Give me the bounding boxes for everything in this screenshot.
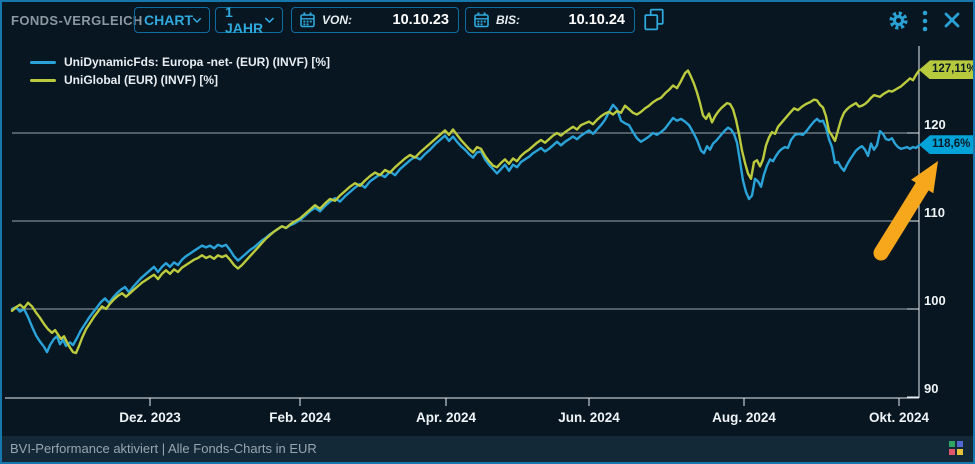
apps-grid-icon [949, 449, 955, 455]
svg-text:Aug. 2024: Aug. 2024 [712, 410, 776, 425]
chart-type-dropdown[interactable]: CHART [134, 7, 210, 33]
value-badge-uniglobal: 127,11% [919, 60, 973, 80]
svg-text:110: 110 [924, 205, 945, 220]
date-from-value: 10.10.23 [392, 12, 449, 28]
chevron-down-icon [265, 17, 274, 23]
value-badge-unidynamic: 118,6% [919, 135, 973, 155]
svg-text:Apr. 2024: Apr. 2024 [416, 410, 477, 425]
svg-text:Feb. 2024: Feb. 2024 [269, 410, 331, 425]
date-from-label: VON: [322, 13, 352, 27]
date-from-field[interactable]: VON: 10.10.23 [291, 7, 459, 33]
date-to-value: 10.10.24 [568, 12, 625, 28]
status-text: BVI-Performance aktiviert | Alle Fonds-C… [10, 441, 317, 456]
settings-button[interactable] [887, 9, 910, 32]
apps-grid-icon [949, 441, 955, 447]
period-dropdown-label: 1 JAHR [225, 4, 264, 36]
svg-text:Dez. 2023: Dez. 2023 [119, 410, 181, 425]
svg-text:Okt. 2024: Okt. 2024 [869, 410, 930, 425]
close-icon [944, 12, 960, 28]
svg-text:Jun. 2024: Jun. 2024 [558, 410, 620, 425]
panel-title: FONDS-VERGLEICH [11, 13, 143, 28]
status-bar: BVI-Performance aktiviert | Alle Fonds-C… [2, 436, 973, 462]
calendar-icon [474, 12, 489, 28]
copy-button[interactable] [643, 8, 665, 31]
date-to-field[interactable]: BIS: 10.10.24 [465, 7, 635, 33]
apps-grid-icon [957, 441, 963, 447]
calendar-icon [300, 12, 315, 28]
date-to-label: BIS: [496, 13, 520, 27]
apps-grid-button[interactable] [949, 441, 964, 456]
annotation-arrow-icon [873, 161, 938, 261]
svg-text:90: 90 [924, 381, 938, 396]
close-button[interactable] [943, 11, 961, 29]
chevron-down-icon [193, 17, 201, 23]
copy-icon [644, 8, 664, 31]
more-menu-button[interactable] [922, 10, 928, 32]
apps-grid-icon [957, 449, 963, 455]
period-dropdown[interactable]: 1 JAHR [215, 4, 283, 36]
toolbar: FONDS-VERGLEICH CHART 1 JAHR VON: 10.10.… [2, 2, 973, 38]
chart-type-dropdown-label: CHART [144, 12, 193, 28]
gear-icon [889, 11, 908, 30]
svg-text:120: 120 [924, 117, 946, 132]
kebab-menu-icon [922, 10, 928, 32]
svg-text:100: 100 [924, 293, 946, 308]
